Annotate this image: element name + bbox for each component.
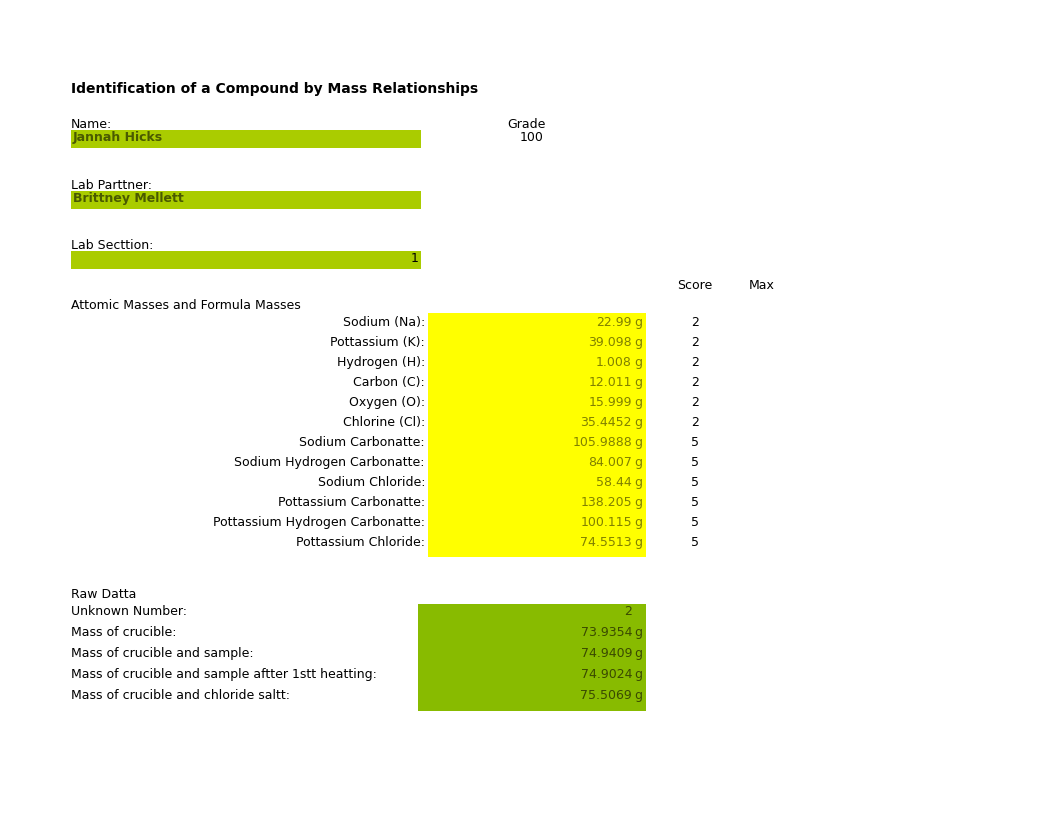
Text: 74.5513: 74.5513 [580,536,632,549]
Text: 2: 2 [691,396,699,409]
Text: Max: Max [749,279,775,292]
Text: 5: 5 [691,516,699,529]
Text: Grade: Grade [507,118,546,131]
Text: 2: 2 [624,605,632,618]
Text: 5: 5 [691,496,699,509]
Text: Oxygen (O):: Oxygen (O): [349,396,425,409]
Text: g: g [634,668,643,681]
Text: Carbon (C):: Carbon (C): [354,376,425,389]
Bar [71,251,421,269]
Text: g: g [634,396,643,409]
Text: Mass of crucible and sample:: Mass of crucible and sample: [71,647,254,660]
Text: g: g [634,647,643,660]
Text: 74.9409: 74.9409 [581,647,632,660]
Text: Hydrogen (H):: Hydrogen (H): [337,356,425,369]
Text: g: g [634,436,643,449]
Text: 2: 2 [691,416,699,429]
Text: 5: 5 [691,536,699,549]
Text: 5: 5 [691,456,699,469]
Text: 2: 2 [691,356,699,369]
Text: 75.5069: 75.5069 [580,689,632,702]
Text: Mass of crucible and chloride saltt:: Mass of crucible and chloride saltt: [71,689,290,702]
Bar [71,191,421,209]
Text: g: g [634,416,643,429]
Text: Raw Datta: Raw Datta [71,588,136,601]
Text: g: g [634,356,643,369]
Text: Sodium (Na):: Sodium (Na): [343,316,425,329]
Text: 100: 100 [520,131,544,144]
Text: 73.9354: 73.9354 [581,626,632,639]
Bar [428,313,646,557]
Text: Sodium Hydrogen Carbonatte:: Sodium Hydrogen Carbonatte: [235,456,425,469]
Text: g: g [634,516,643,529]
Text: Lab Parttner:: Lab Parttner: [71,179,152,192]
Text: g: g [634,536,643,549]
Text: 84.007: 84.007 [588,456,632,469]
Text: g: g [634,689,643,702]
Text: g: g [634,496,643,509]
Text: Pottassium Hydrogen Carbonatte:: Pottassium Hydrogen Carbonatte: [213,516,425,529]
Text: Attomic Masses and Formula Masses: Attomic Masses and Formula Masses [71,299,301,312]
Text: 58.44: 58.44 [596,476,632,489]
Text: Unknown Number:: Unknown Number: [71,605,187,618]
Text: Brittney Mellett: Brittney Mellett [73,192,184,205]
Text: Mass of crucible and sample aftter 1stt heatting:: Mass of crucible and sample aftter 1stt … [71,668,377,681]
Text: 12.011: 12.011 [588,376,632,389]
Text: Lab Secttion:: Lab Secttion: [71,239,153,252]
Bar [418,604,646,711]
Text: g: g [634,336,643,349]
Text: Pottassium (K):: Pottassium (K): [330,336,425,349]
Text: Pottassium Chloride:: Pottassium Chloride: [296,536,425,549]
Text: Chlorine (Cl):: Chlorine (Cl): [343,416,425,429]
Text: 138.205: 138.205 [580,496,632,509]
Text: Sodium Chloride:: Sodium Chloride: [318,476,425,489]
Text: 15.999: 15.999 [588,396,632,409]
Text: g: g [634,456,643,469]
Text: 1.008: 1.008 [596,356,632,369]
Text: g: g [634,476,643,489]
Text: Pottassium Carbonatte:: Pottassium Carbonatte: [278,496,425,509]
Text: 105.9888: 105.9888 [572,436,632,449]
Text: 2: 2 [691,316,699,329]
Text: g: g [634,626,643,639]
Text: 2: 2 [691,336,699,349]
Text: 5: 5 [691,436,699,449]
Text: 100.115: 100.115 [580,516,632,529]
Bar [71,130,421,148]
Text: 1: 1 [411,252,419,265]
Text: g: g [634,376,643,389]
Text: 2: 2 [691,376,699,389]
Text: 22.99: 22.99 [597,316,632,329]
Text: Name:: Name: [71,118,113,131]
Text: Jannah Hicks: Jannah Hicks [73,131,164,144]
Text: 35.4452: 35.4452 [581,416,632,429]
Text: g: g [634,316,643,329]
Text: 74.9024: 74.9024 [581,668,632,681]
Text: 5: 5 [691,476,699,489]
Text: Sodium Carbonatte:: Sodium Carbonatte: [299,436,425,449]
Text: Score: Score [678,279,713,292]
Text: Identification of a Compound by Mass Relationships: Identification of a Compound by Mass Rel… [71,82,478,96]
Text: Mass of crucible:: Mass of crucible: [71,626,176,639]
Text: 39.098: 39.098 [588,336,632,349]
